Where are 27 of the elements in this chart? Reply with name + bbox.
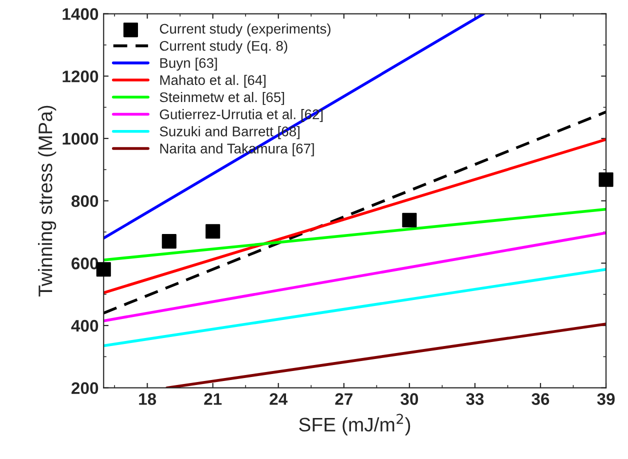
point bbox=[206, 224, 220, 239]
y-tick-label: 600 bbox=[72, 258, 98, 270]
point bbox=[402, 212, 417, 228]
legend-label: Current study (experiments) bbox=[160, 23, 330, 36]
x-tick-label: 27 bbox=[335, 393, 352, 405]
x-tick-label: 33 bbox=[466, 393, 484, 405]
y-tick-label: 400 bbox=[71, 320, 98, 332]
y-tick-label: 1200 bbox=[62, 70, 98, 82]
x-tick-label: 18 bbox=[139, 393, 156, 405]
legend-label: Mahato et al. [64] bbox=[160, 74, 266, 88]
x-tick-label: 30 bbox=[400, 393, 418, 405]
x-tick-label: 24 bbox=[270, 393, 288, 405]
point bbox=[96, 262, 111, 277]
y-tick-label: 800 bbox=[71, 195, 98, 208]
x-tick-label: 39 bbox=[597, 393, 615, 405]
x-tick-label: 21 bbox=[204, 393, 222, 405]
point bbox=[162, 234, 176, 249]
y-tick-label: 1400 bbox=[62, 8, 98, 20]
x-tick-label: 36 bbox=[532, 393, 550, 405]
legend-label: Current study (Eq. 8) bbox=[160, 40, 288, 54]
legend-label: Buyn [63] bbox=[160, 58, 217, 71]
point bbox=[598, 172, 614, 187]
y-tick-label: 200 bbox=[72, 382, 98, 394]
y-axis-title: Twinning stress (MPa) bbox=[38, 106, 56, 297]
y-tick-label: 1000 bbox=[62, 132, 98, 145]
x-axis-title: SFE (mJ/m$^{2}$) bbox=[299, 414, 410, 436]
legend-label: Steinmetw et al. [65] bbox=[160, 92, 284, 105]
